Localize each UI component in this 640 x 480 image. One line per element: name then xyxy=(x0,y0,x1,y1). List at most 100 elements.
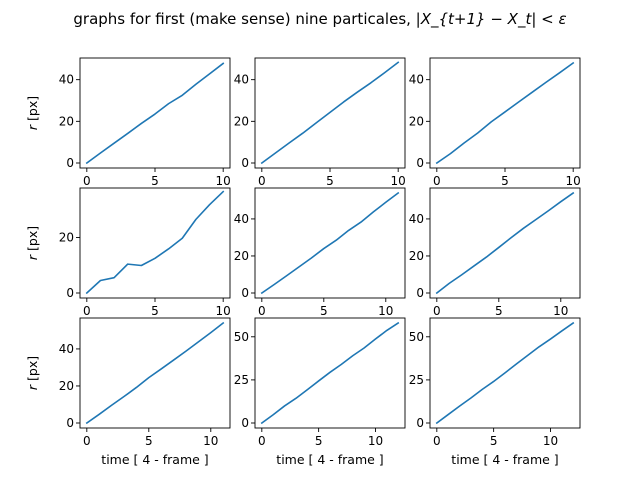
x-axis-label: time [ 4 - frame ] xyxy=(276,452,383,467)
y-tick-label: 20 xyxy=(234,249,249,263)
subplot-grid: 0 5 10 0 20 40 r [px] 0 5 10 0 20 40 0 5 10 0 20 40 0 5 10 0 20… xyxy=(25,57,581,467)
y-axis-label-symbol: r xyxy=(25,254,40,260)
x-tick-label: 0 xyxy=(433,304,441,318)
x-tick-label: 5 xyxy=(495,304,503,318)
x-tick-label: 5 xyxy=(151,304,159,318)
y-tick-label: 0 xyxy=(66,286,74,300)
y-axis-label: r [px] xyxy=(25,356,40,390)
figure-suptitle: graphs for first (make sense) nine parti… xyxy=(73,10,566,29)
x-tick-label: 10 xyxy=(378,304,393,318)
y-axis-ticks: 0 20 40 xyxy=(234,212,255,300)
y-axis-label-unit: [px] xyxy=(25,226,40,255)
x-axis-ticks: 0 5 10 xyxy=(433,428,558,448)
series-line-3 xyxy=(435,61,575,165)
x-tick-label: 5 xyxy=(501,174,509,188)
y-axis-ticks: 0 20 40 xyxy=(59,73,80,170)
y-tick-label: 20 xyxy=(409,249,424,263)
x-tick-label: 0 xyxy=(83,174,91,188)
y-axis-ticks: 0 20 40 xyxy=(409,212,430,300)
x-tick-label: 0 xyxy=(258,434,266,448)
y-tick-label: 0 xyxy=(241,416,249,430)
axes-frame xyxy=(254,187,406,299)
series-line-2 xyxy=(260,61,400,165)
x-tick-label: 10 xyxy=(391,174,406,188)
y-tick-label: 50 xyxy=(409,330,424,344)
y-tick-label: 20 xyxy=(409,114,424,128)
x-tick-label: 10 xyxy=(553,304,568,318)
subplot-9: 0 5 10 0 25 50 time [ 4 - frame ] xyxy=(409,317,581,467)
suptitle-math: |X_{t+1} − X_t| < ε xyxy=(416,10,567,29)
y-tick-label: 20 xyxy=(59,379,74,393)
axes-frame xyxy=(79,187,231,299)
x-axis-label: time [ 4 - frame ] xyxy=(451,452,558,467)
y-tick-label: 20 xyxy=(59,114,74,128)
y-axis-label-symbol: r xyxy=(25,384,40,390)
y-tick-label: 0 xyxy=(241,286,249,300)
subplot-5: 0 5 10 0 20 40 xyxy=(234,187,406,318)
y-tick-label: 40 xyxy=(409,212,424,226)
subplot-7: 0 5 10 0 20 40 r [px] time [ 4 - frame ] xyxy=(25,317,231,467)
series-line-8 xyxy=(260,321,400,425)
subplot-1: 0 5 10 0 20 40 r [px] xyxy=(25,57,231,188)
x-tick-label: 10 xyxy=(368,434,383,448)
y-axis-label: r [px] xyxy=(25,226,40,260)
x-tick-label: 10 xyxy=(216,304,231,318)
series-line-1 xyxy=(85,62,225,165)
subplot-2: 0 5 10 0 20 40 xyxy=(234,57,406,188)
x-tick-label: 5 xyxy=(151,174,159,188)
subplot-3: 0 5 10 0 20 40 xyxy=(409,57,581,188)
y-tick-label: 25 xyxy=(409,373,424,387)
y-tick-label: 20 xyxy=(59,230,74,244)
y-axis-label-symbol: r xyxy=(25,124,40,130)
x-tick-label: 10 xyxy=(216,174,231,188)
x-tick-label: 0 xyxy=(83,304,91,318)
series-line-9 xyxy=(435,321,575,425)
y-tick-label: 0 xyxy=(66,416,74,430)
x-axis-ticks: 0 5 10 xyxy=(83,168,231,188)
x-tick-label: 5 xyxy=(315,434,323,448)
series-line-5 xyxy=(260,191,400,295)
y-tick-label: 20 xyxy=(234,114,249,128)
subplot-8: 0 5 10 0 25 50 time [ 4 - frame ] xyxy=(234,317,406,467)
x-tick-label: 5 xyxy=(326,174,334,188)
y-tick-label: 0 xyxy=(416,156,424,170)
x-tick-label: 10 xyxy=(543,434,558,448)
x-tick-label: 5 xyxy=(490,434,498,448)
series-line-6 xyxy=(435,191,575,295)
x-axis-ticks: 0 5 10 xyxy=(258,298,393,318)
y-tick-label: 40 xyxy=(409,73,424,87)
series-line-7 xyxy=(85,321,225,425)
y-axis-label-unit: [px] xyxy=(25,356,40,385)
x-tick-label: 10 xyxy=(566,174,581,188)
axes-frame xyxy=(254,317,406,429)
y-axis-label: r [px] xyxy=(25,96,40,130)
x-axis-ticks: 0 5 10 xyxy=(433,168,581,188)
y-tick-label: 40 xyxy=(59,342,74,356)
y-axis-ticks: 0 20 40 xyxy=(409,73,430,170)
y-tick-label: 0 xyxy=(416,416,424,430)
y-tick-label: 40 xyxy=(234,212,249,226)
y-tick-label: 40 xyxy=(59,73,74,87)
x-tick-label: 0 xyxy=(258,174,266,188)
x-tick-label: 5 xyxy=(145,434,153,448)
y-axis-ticks: 0 20 40 xyxy=(59,342,80,430)
axes-frame xyxy=(429,317,581,429)
y-axis-ticks: 0 20 40 xyxy=(234,73,255,170)
y-axis-ticks: 0 25 50 xyxy=(409,330,430,430)
x-axis-ticks: 0 5 10 xyxy=(258,428,383,448)
y-tick-label: 40 xyxy=(234,73,249,87)
y-tick-label: 0 xyxy=(66,156,74,170)
y-axis-ticks: 0 25 50 xyxy=(234,330,255,430)
x-axis-ticks: 0 5 10 xyxy=(83,428,218,448)
axes-frame xyxy=(79,317,231,429)
x-tick-label: 0 xyxy=(258,304,266,318)
x-tick-label: 0 xyxy=(433,434,441,448)
y-tick-label: 0 xyxy=(416,286,424,300)
subplot-6: 0 5 10 0 20 40 xyxy=(409,187,581,318)
x-axis-ticks: 0 5 10 xyxy=(83,298,231,318)
x-tick-label: 0 xyxy=(83,434,91,448)
axes-frame xyxy=(429,187,581,299)
y-axis-ticks: 0 20 xyxy=(59,230,80,300)
y-tick-label: 50 xyxy=(234,330,249,344)
